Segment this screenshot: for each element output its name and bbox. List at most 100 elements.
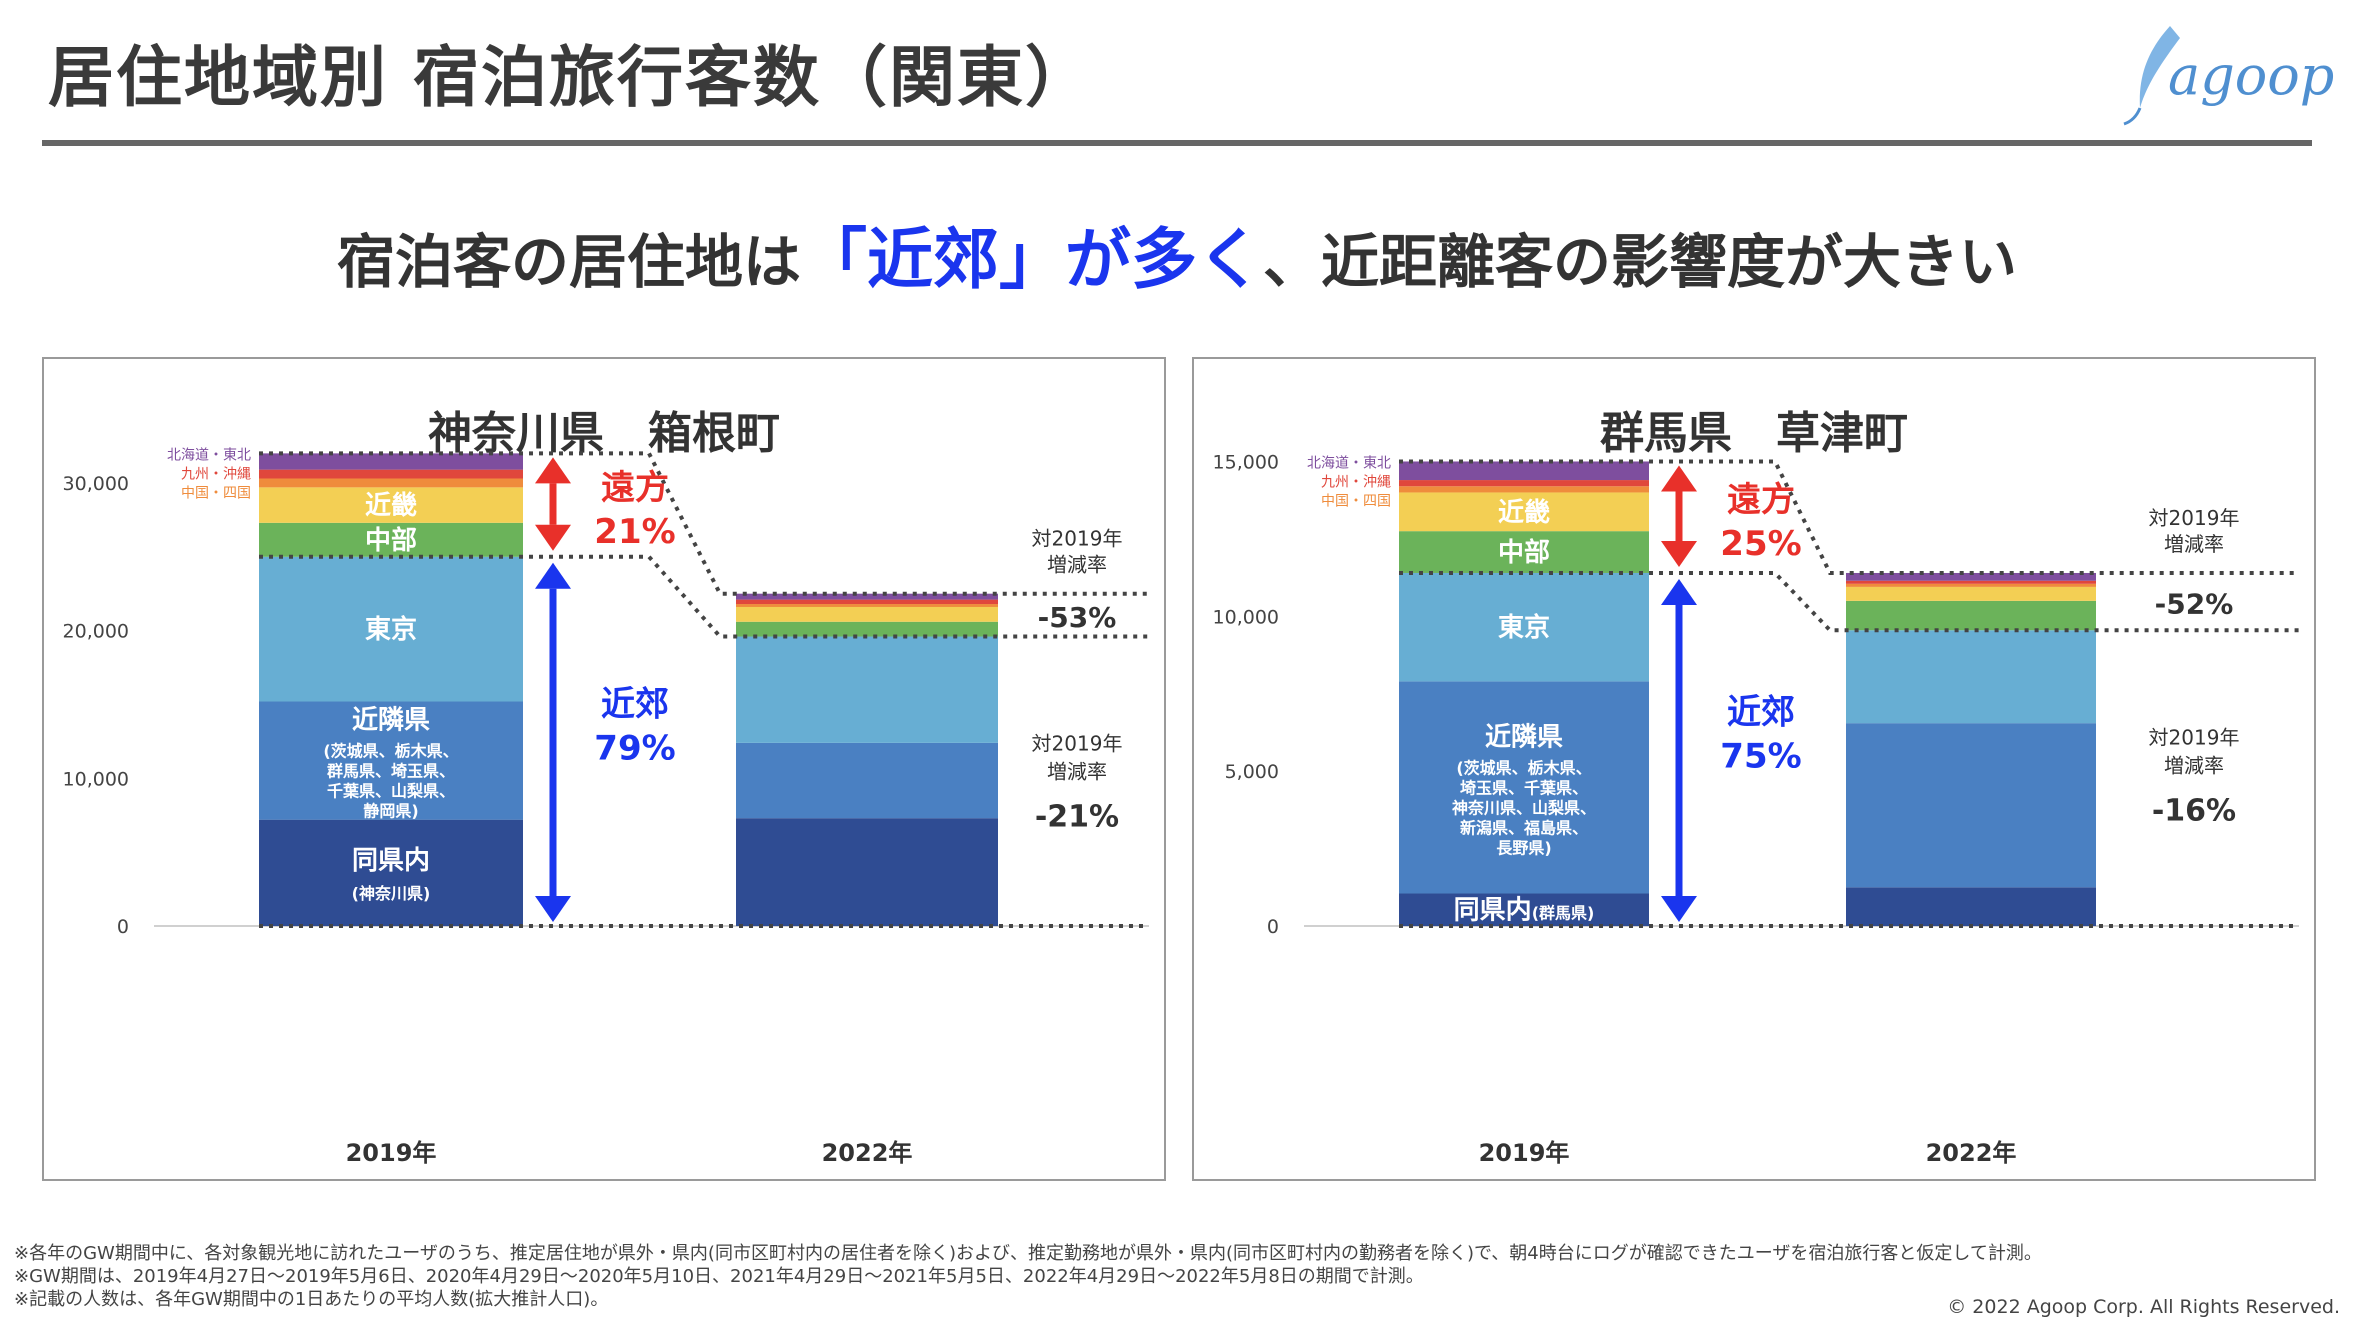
segment-sublabel: (神奈川県) (352, 884, 431, 903)
segment-label: 近畿 (1498, 498, 1550, 528)
x-tick-label: 2022年 (1926, 1139, 2017, 1167)
headline-after: 、近距離客の影響度が大きい (1263, 228, 2018, 296)
bar-segment (1399, 492, 1649, 532)
segment-sublabel: 群馬県、埼玉県、 (327, 762, 455, 781)
bar-segment (1846, 586, 2096, 601)
bar-segment (259, 478, 523, 488)
x-tick-label: 2019年 (346, 1139, 437, 1167)
segment-label: 同県内 (352, 846, 430, 876)
far-change-rate: -52% (2155, 588, 2234, 621)
far-label: 遠方 (601, 468, 669, 508)
bar-segment (1399, 893, 1649, 926)
chart-title: 神奈川県 箱根町 (428, 408, 780, 459)
legend-label: 北海道・東北 (167, 447, 251, 463)
bar-segment (1399, 681, 1649, 894)
chart-title: 群馬県 草津町 (1600, 408, 1908, 459)
y-tick-label: 15,000 (1213, 451, 1279, 473)
near-label: 近郊 (1727, 692, 1795, 732)
headline-before: 宿泊客の居住地は (336, 228, 801, 296)
segment-sublabel: 長野県) (1496, 838, 1551, 857)
bar-segment (1399, 531, 1649, 573)
y-tick-label: 0 (1267, 916, 1279, 938)
title-divider (42, 140, 2312, 146)
footnote: ※GW期間は、2019年4月27日～2019年5月6日、2020年4月29日～2… (14, 1266, 1424, 1287)
bar-segment (259, 556, 523, 702)
change-rate-caption: 増減率 (2164, 753, 2224, 777)
bar-segment (736, 604, 998, 607)
near-arrow-head (535, 562, 571, 589)
segment-sublabel: (茨城県、栃木県、 (323, 742, 458, 761)
bar-segment (736, 818, 998, 926)
x-tick-label: 2022年 (822, 1139, 913, 1167)
x-tick-label: 2019年 (1479, 1139, 1570, 1167)
change-rate-caption: 対2019年 (1032, 527, 1123, 551)
segment-label: 中部 (1498, 538, 1550, 568)
chart-panel-kusatsu: 群馬県 草津町 0 5,000 10,000 15,000 2019年 2022年 同県内(… (1192, 357, 2316, 1181)
segment-label: 近隣県 (1485, 722, 1563, 752)
bar-segment (736, 621, 998, 637)
y-tick-label: 0 (117, 916, 129, 938)
far-arrow-head (1661, 540, 1697, 567)
change-rate-caption: 増減率 (1047, 760, 1107, 784)
bar-segment (259, 453, 523, 470)
stacked-bar-chart: 0 10,000 20,000 30,000 2019年 2022年 同県内 (神奈川県) 近隣… (63, 447, 1149, 1167)
segment-label: 中部 (365, 526, 417, 556)
legend-label: 九州・沖縄 (181, 466, 251, 482)
bar-segment (1846, 723, 2096, 888)
segment-sublabel: 神奈川県、山梨県、 (1452, 798, 1596, 817)
segment-label: 東京 (365, 614, 417, 645)
bar-segment (1846, 630, 2096, 724)
bar-segment (1846, 572, 2096, 581)
far-arrow-head (535, 524, 571, 551)
bar-segment (1399, 480, 1649, 487)
legend-label: 九州・沖縄 (1321, 474, 1391, 490)
change-rate-caption: 対2019年 (2149, 725, 2240, 749)
near-change-rate: -16% (2152, 793, 2236, 828)
segment-sublabel: 新潟県、福島県、 (1460, 818, 1588, 837)
quill-icon (2139, 26, 2180, 108)
bar-segment (1399, 486, 1649, 493)
y-tick-label: 30,000 (63, 473, 129, 495)
far-arrow-head (535, 457, 571, 484)
bar-segment (736, 599, 998, 605)
page-title: 居住地域別 宿泊旅行客数（関東） (48, 39, 1093, 116)
far-arrow-head (1661, 465, 1697, 492)
y-tick-label: 5,000 (1225, 761, 1279, 783)
near-arrow-head (535, 896, 571, 922)
change-rate-caption: 対2019年 (1032, 732, 1123, 756)
segment-label: 同県内(群馬県) (1454, 896, 1595, 926)
near-label: 近郊 (601, 684, 669, 724)
segment-sublabel: (茨城県、栃木県、 (1456, 758, 1591, 777)
far-pct: 25% (1720, 524, 1801, 564)
agoop-logo (2123, 26, 2180, 126)
bar-segment (1846, 580, 2096, 584)
bar-segment (259, 819, 523, 926)
change-rate-caption: 増減率 (1047, 553, 1107, 577)
bar-segment (1846, 583, 2096, 587)
segment-label: 東京 (1498, 612, 1550, 643)
bar-segment (1846, 887, 2096, 926)
far-change-rate: -53% (1038, 601, 1117, 634)
near-arrow-head (1661, 578, 1697, 605)
segment-sublabel: 千葉県、山梨県、 (327, 782, 455, 801)
bar-segment (1399, 461, 1649, 481)
segment-label: 近畿 (365, 491, 417, 521)
chart-panel-hakone: 神奈川県 箱根町 0 10,000 20,000 30,000 2019年 2022年 同県… (42, 357, 1166, 1181)
headline-highlight: 「近郊」が多く (801, 221, 1263, 298)
footnote: ※記載の人数は、各年GW期間中の1日あたりの平均人数(拡大推計人口)。 (14, 1289, 609, 1310)
bar-segment (736, 606, 998, 622)
y-tick-label: 10,000 (1213, 606, 1279, 628)
bar-segment (736, 636, 998, 743)
legend-label: 中国・四国 (181, 485, 251, 501)
footnote: ※各年のGW期間中に、各対象観光地に訪れたユーザのうち、推定居住地が県外・県内(… (14, 1243, 2042, 1264)
bar-segment (1399, 572, 1649, 682)
footnotes: ※各年のGW期間中に、各対象観光地に訪れたユーザのうち、推定居住地が県外・県内(… (14, 1242, 2042, 1311)
bar-segment (736, 593, 998, 600)
segment-sublabel: 埼玉県、千葉県、 (1460, 778, 1588, 797)
change-rate-caption: 増減率 (2164, 532, 2224, 556)
far-label: 遠方 (1727, 480, 1795, 520)
change-rate-caption: 対2019年 (2149, 506, 2240, 530)
bar-segment (259, 487, 523, 523)
headline: 宿泊客の居住地は「近郊」が多く、近距離客の影響度が大きい (0, 206, 2354, 302)
segment-label: 近隣県 (352, 706, 430, 736)
